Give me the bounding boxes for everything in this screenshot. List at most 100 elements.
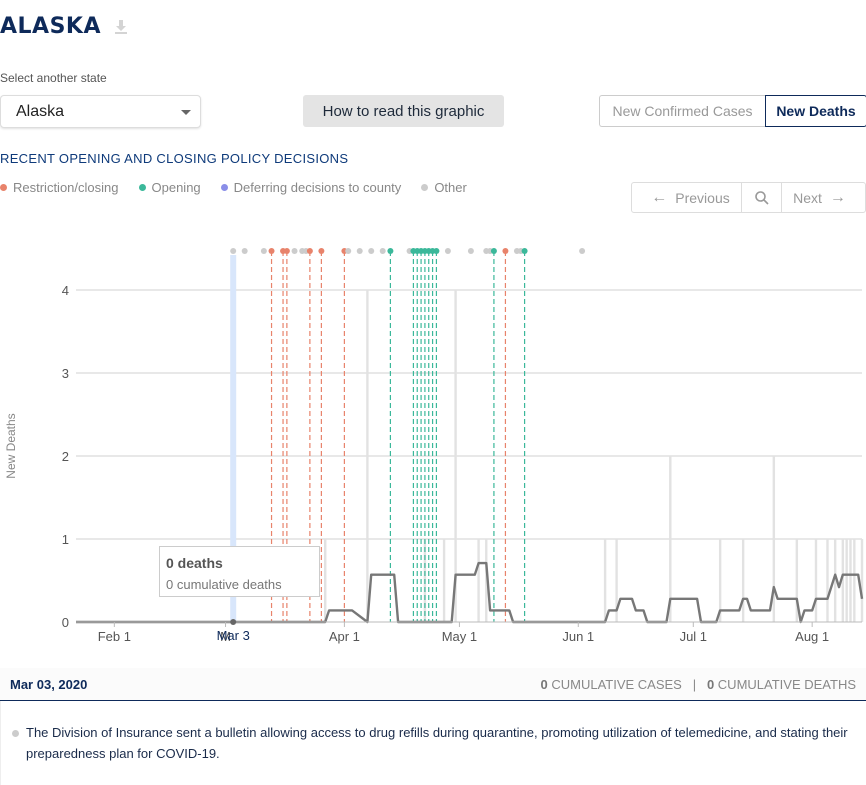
selected-point	[230, 619, 237, 625]
bullet-icon	[12, 730, 19, 737]
deferring-dot-icon	[220, 184, 228, 191]
section-title: RECENT OPENING AND CLOSING POLICY DECISI…	[0, 151, 349, 166]
arrow-right-icon: →	[829, 188, 846, 206]
cumulative-cases-value: 0	[540, 677, 548, 692]
policy-event-dot	[291, 248, 298, 254]
x-tick-label: Aug 1	[795, 629, 829, 644]
search-icon	[754, 190, 769, 205]
next-label: Next	[793, 189, 822, 206]
search-button[interactable]	[742, 183, 782, 212]
policy-event-dot	[579, 248, 586, 254]
policy-event-dot	[368, 248, 375, 254]
daily-deaths-bar	[845, 539, 848, 622]
legend-item-opening: Opening	[138, 180, 201, 195]
daily-deaths-bar	[795, 539, 799, 622]
policy-event-dot	[230, 248, 237, 254]
daily-deaths-bar	[833, 539, 837, 622]
deaths-chart[interactable]: New Deaths 0 1 2 3 4 Feb 1 M Apr 1 May 1 Jun 1 Jul …	[0, 230, 866, 650]
policy-event-dot	[490, 248, 497, 254]
legend-label: Restriction/closing	[13, 180, 119, 195]
state-select[interactable]: Alaska	[0, 95, 201, 128]
policy-navigation: ← Previous Next →	[631, 182, 866, 213]
date-info-bar: Mar 03, 2020 0 CUMULATIVE CASES | 0 CUMU…	[0, 668, 866, 701]
y-tick-label: 4	[62, 283, 69, 298]
daily-deaths-bar	[860, 539, 864, 622]
daily-deaths-bar	[841, 539, 845, 622]
policy-event-dot	[387, 248, 394, 254]
daily-deaths-bar	[853, 539, 856, 622]
x-tick-label: Feb 1	[98, 629, 131, 644]
stats-separator: |	[685, 677, 704, 692]
state-select-label: Select another state	[0, 71, 107, 85]
x-tick-label: M	[220, 629, 231, 644]
other-dot-icon	[421, 184, 429, 191]
previous-button[interactable]: ← Previous	[632, 183, 742, 212]
y-tick-label: 1	[62, 532, 69, 547]
download-icon[interactable]	[113, 18, 129, 36]
y-axis-label: New Deaths	[4, 413, 18, 478]
legend-item-other: Other	[421, 180, 467, 195]
caret-down-icon	[181, 110, 191, 115]
new-confirmed-cases-toggle[interactable]: New Confirmed Cases	[599, 95, 765, 127]
how-to-read-button[interactable]: How to read this graphic	[303, 95, 504, 127]
arrow-left-icon: ←	[651, 188, 668, 206]
policy-event-dot	[433, 248, 440, 254]
policy-event-dot	[356, 248, 363, 254]
next-button[interactable]: Next →	[782, 183, 865, 212]
selected-date-band	[230, 255, 237, 622]
policy-event-dot	[306, 248, 313, 254]
page-title: ALASKA	[0, 14, 101, 39]
opening-dot-icon	[138, 184, 146, 191]
policy-text: The Division of Insurance sent a bulleti…	[26, 725, 848, 761]
cumulative-cases-label: CUMULATIVE CASES	[551, 677, 682, 692]
previous-label: Previous	[675, 189, 730, 206]
daily-deaths-bar	[615, 539, 618, 622]
legend-label: Deferring decisions to county	[233, 180, 402, 195]
legend-label: Other	[434, 180, 467, 195]
tooltip-deaths: 0 deaths	[166, 555, 223, 571]
daily-deaths-bar	[669, 456, 672, 622]
policy-legend: Restriction/closing Opening Deferring de…	[0, 180, 487, 195]
policy-event-dot	[379, 248, 386, 254]
daily-deaths-bar	[814, 539, 818, 622]
legend-item-restriction: Restriction/closing	[0, 180, 119, 195]
y-tick-label: 0	[62, 615, 69, 630]
policy-detail: The Division of Insurance sent a bulleti…	[0, 701, 866, 785]
policy-event-dot	[260, 248, 267, 254]
cumulative-deaths-label: CUMULATIVE DEATHS	[717, 677, 856, 692]
chart-tooltip: 0 deaths 0 cumulative deaths	[159, 546, 320, 597]
legend-label: Opening	[151, 180, 201, 195]
state-select-value: Alaska	[16, 102, 65, 120]
x-tick-label: Apr 1	[329, 629, 360, 644]
daily-deaths-bar	[366, 290, 369, 622]
daily-deaths-bar	[603, 539, 607, 622]
daily-deaths-bar	[454, 290, 457, 622]
daily-deaths-bar	[442, 539, 446, 622]
tooltip-cumulative: 0 cumulative deaths	[166, 577, 282, 592]
policy-event-dot	[521, 248, 528, 254]
x-tick-label: Jul 1	[680, 629, 707, 644]
daily-deaths-bar	[849, 539, 852, 622]
daily-deaths-bar	[718, 539, 722, 622]
policy-event-dot	[283, 248, 290, 254]
legend-item-deferring: Deferring decisions to county	[220, 180, 402, 195]
selected-date-label: Mar 3	[217, 628, 250, 643]
new-deaths-toggle[interactable]: New Deaths	[765, 95, 866, 127]
daily-deaths-bar	[826, 539, 829, 622]
cumulative-stats: 0 CUMULATIVE CASES | 0 CUMULATIVE DEATHS	[540, 677, 856, 692]
metric-toggle: New Confirmed Cases New Deaths	[599, 95, 866, 127]
restriction-dot-icon	[0, 184, 7, 191]
cumulative-deaths-value: 0	[706, 677, 715, 692]
daily-deaths-bar	[485, 539, 488, 622]
daily-deaths-bar	[324, 539, 327, 622]
policy-event-dot	[345, 248, 352, 254]
y-tick-label: 3	[62, 366, 69, 381]
daily-deaths-bar	[772, 456, 776, 622]
daily-deaths-bar	[477, 539, 480, 622]
selected-date: Mar 03, 2020	[10, 677, 88, 692]
title-row: ALASKA	[0, 14, 129, 39]
x-tick-label: Jun 1	[562, 629, 594, 644]
policy-event-dot	[444, 248, 451, 254]
daily-deaths-bar	[741, 539, 745, 622]
policy-event-dot	[467, 248, 474, 254]
